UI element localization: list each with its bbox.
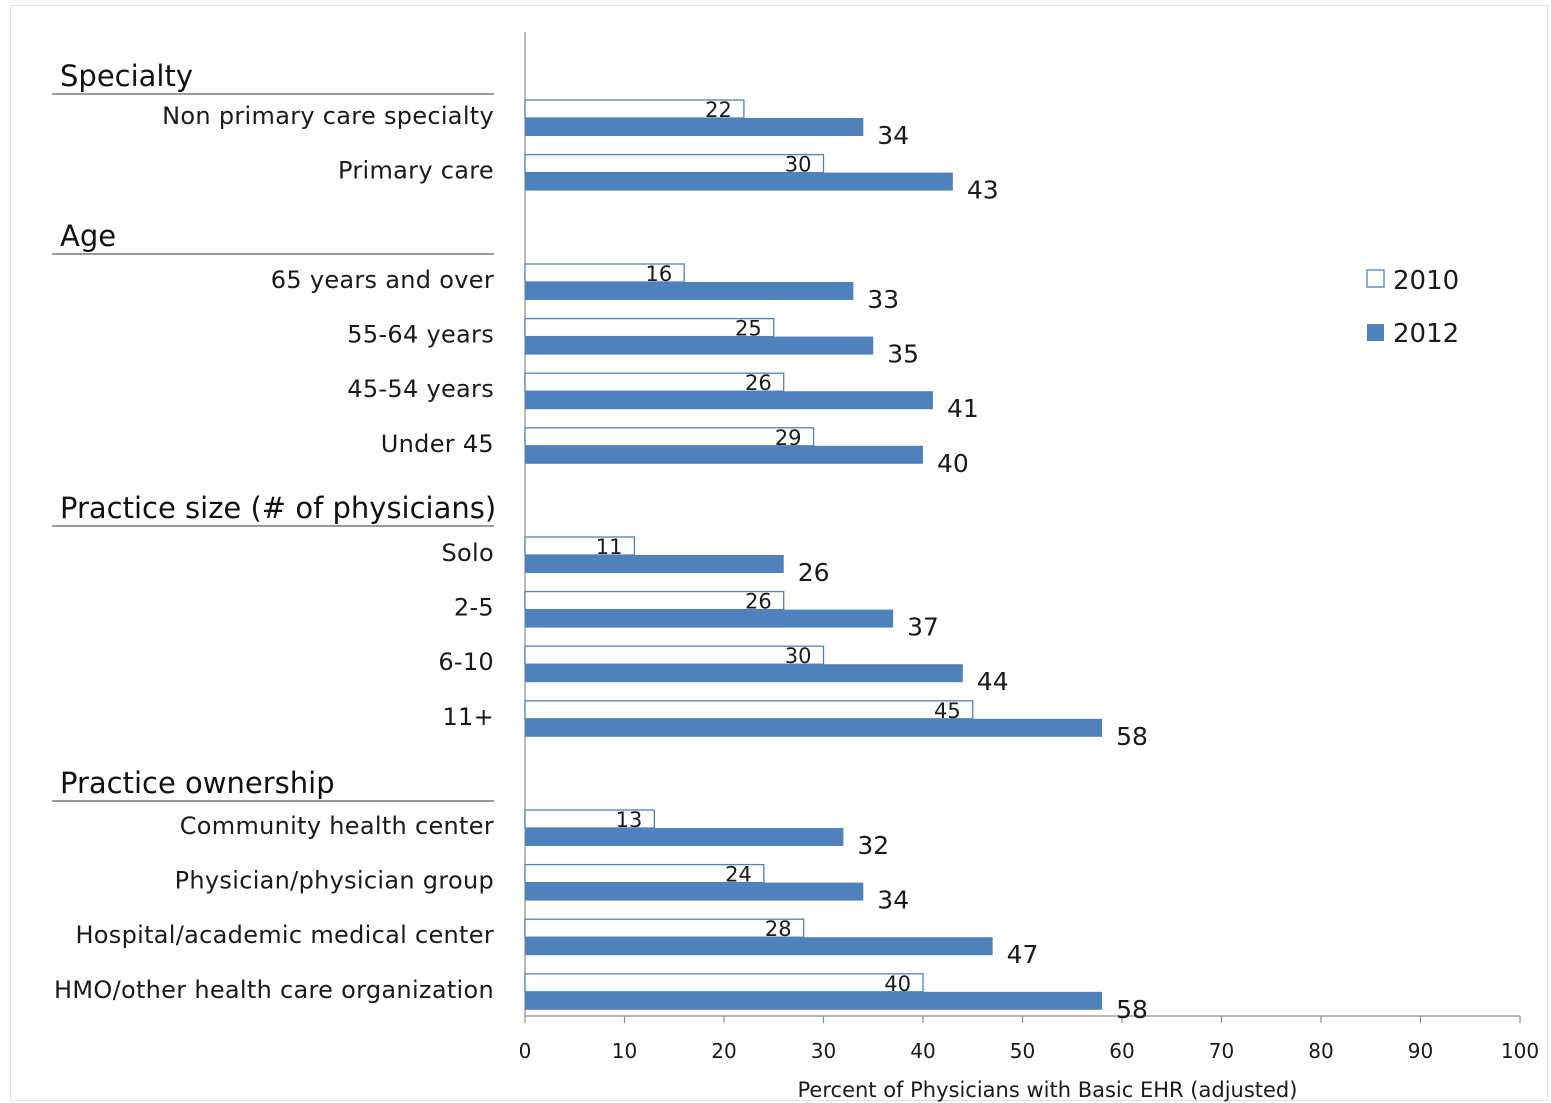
bar-2010 [524,645,825,665]
bar-2012 [525,445,923,464]
bar-2012 [525,937,993,956]
data-label-2012: 34 [877,121,909,150]
data-label-2012: 47 [1007,940,1039,969]
legend-swatch-2010 [1366,269,1385,288]
data-label-2012: 32 [857,831,889,860]
legend-swatch-2012 [1367,324,1384,341]
data-label-2010: 30 [785,644,812,668]
data-label-2012: 58 [1116,995,1148,1024]
group-title: Specialty [60,59,193,93]
bar-2012 [525,172,953,191]
group-title: Age [60,219,116,253]
data-label-2012: 41 [947,394,979,423]
group-headers: Specialty Age Practice size (# of physicia… [52,59,496,802]
data-label-2012: 44 [977,667,1009,696]
data-label-2012: 43 [967,176,999,205]
bar-2010 [524,700,974,720]
category-labels: Non primary care specialty Primary care 65… [54,102,494,1004]
category-label: Under 45 [381,430,494,458]
category-label: Solo [442,539,494,567]
data-label-2012: 26 [798,558,830,587]
category-label: 55-64 years [347,321,494,349]
data-label-2012: 40 [937,449,969,478]
data-label-2012: 58 [1116,722,1148,751]
data-label-2012: 33 [867,285,899,314]
bar-2012 [525,828,844,846]
bar-2012 [525,718,1103,737]
category-label: 45-54 years [347,375,494,403]
data-label-2010: 24 [725,863,752,887]
x-axis-title: Percent of Physicians with Basic EHR (ad… [798,1078,1298,1102]
x-tick-label: 80 [1308,1039,1333,1063]
bar-2010 [524,918,805,938]
data-label-2010: 13 [616,808,643,832]
data-label-2010: 28 [765,917,792,941]
data-label-2010: 26 [745,590,772,614]
category-label: Community health center [180,812,494,840]
data-label-2010: 45 [934,699,961,723]
category-label: Non primary care specialty [162,102,494,130]
bar-2012 [525,118,864,136]
category-label: Hospital/academic medical center [75,921,494,949]
axis-layer: 0 10 20 30 40 50 60 70 80 90 100 Percent of Physici… [519,32,1539,1102]
group-title: Practice ownership [60,766,335,800]
category-label: Primary care [338,157,494,185]
x-tick-label: 20 [711,1039,736,1063]
bar-2012 [525,282,854,300]
bar-2012 [525,882,864,901]
category-label: HMO/other health care organization [54,976,494,1004]
x-tick-label: 90 [1408,1039,1433,1063]
category-label: 65 years and over [271,266,494,294]
category-label: 2-5 [454,594,494,622]
bar-2012 [525,555,784,573]
x-tick-label: 40 [910,1039,935,1063]
legend-label-2010: 2010 [1393,266,1459,296]
x-tick-label: 0 [519,1039,532,1063]
data-label-2012: 34 [877,886,909,915]
data-label-2010: 29 [775,426,802,450]
data-label-2010: 40 [884,972,911,996]
bars: 22 34 30 43 16 33 25 35 26 41 29 40 11 26 26 37 30 44 45 58… [524,98,1148,1024]
bar-2010 [524,153,825,174]
data-label-2010: 16 [645,262,672,286]
bar-2012 [525,664,963,683]
bar-2010 [524,973,924,993]
bar-2012 [525,991,1103,1010]
data-label-2012: 35 [887,340,919,369]
bar-2012 [525,336,874,355]
data-label-2010: 22 [705,98,732,122]
x-tick-label: 70 [1209,1039,1234,1063]
category-label: 6-10 [438,648,494,676]
data-label-2012: 37 [907,613,939,642]
legend-label-2012: 2012 [1393,319,1459,349]
x-tick-label: 60 [1109,1039,1134,1063]
category-label: Physician/physician group [175,867,494,895]
chart-frame [10,5,1548,1101]
data-label-2010: 11 [596,535,623,559]
bar-2010 [524,427,815,447]
data-label-2010: 30 [785,153,812,177]
bar-2012 [525,391,933,410]
x-tick-label: 10 [612,1039,637,1063]
bar-2012 [525,609,894,628]
group-title: Practice size (# of physicians) [60,491,496,525]
data-label-2010: 26 [745,371,772,395]
x-tick-label: 30 [811,1039,836,1063]
legend: 2010 2012 [1366,266,1459,349]
category-label: 11+ [442,703,494,731]
x-tick-label: 100 [1501,1039,1539,1063]
x-tick-label: 50 [1010,1039,1035,1063]
data-label-2010: 25 [735,317,762,341]
